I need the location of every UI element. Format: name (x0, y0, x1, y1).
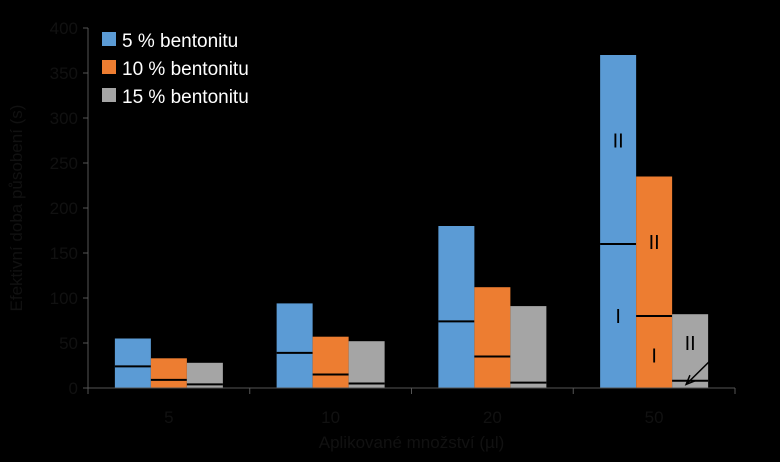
y-tick-label-200: 200 (50, 199, 78, 218)
bar-3-10 (348, 341, 385, 388)
annotation-1: II (613, 131, 624, 153)
bar-2-50 (636, 176, 673, 388)
bar-1-50 (600, 55, 637, 388)
y-tick-label-50: 50 (59, 334, 78, 353)
bar-1-5 (114, 338, 151, 388)
annotation-6: I (722, 338, 728, 360)
bar-2-20 (474, 287, 511, 388)
y-axis-title: Efektivní doba působení (s) (7, 105, 26, 312)
x-tick-label-20: 20 (483, 408, 502, 427)
bar-2-10 (312, 336, 349, 388)
legend: 5 % bentonitu 10 % bentonitu 15 % bentonit… (102, 31, 249, 108)
bar-1-20 (438, 226, 475, 388)
plot-area (114, 55, 709, 388)
x-axis-ticks: 5 10 20 50 (87, 388, 736, 427)
bar-2-5 (150, 358, 187, 388)
annotation-arrow-line (685, 351, 720, 385)
annotation-arrow-head (684, 374, 696, 386)
y-tick-label-250: 250 (50, 154, 78, 173)
x-tick-label-50: 50 (645, 408, 664, 427)
bar-1-10 (276, 303, 313, 388)
y-tick-label-350: 350 (50, 64, 78, 83)
annotation-4: I (651, 346, 657, 368)
x-tick-label-5: 5 (164, 408, 173, 427)
x-tick-label-10: 10 (321, 408, 340, 427)
x-axis-title: Aplikované množství (µl) (319, 433, 505, 452)
legend-label-1: 5 % bentonitu (122, 31, 238, 52)
y-tick-label-100: 100 (50, 289, 78, 308)
y-tick-label-300: 300 (50, 109, 78, 128)
y-tick-label-150: 150 (50, 244, 78, 263)
bar-3-20 (510, 306, 547, 388)
annotation-3: II (649, 232, 660, 254)
legend-swatch-1 (102, 32, 116, 46)
legend-swatch-3 (102, 88, 116, 102)
legend-label-2: 10 % bentonitu (122, 59, 249, 80)
y-tick-label-400: 400 (50, 19, 78, 38)
legend-swatch-2 (102, 60, 116, 74)
legend-label-3: 15 % bentonitu (122, 87, 249, 108)
annotation-2: I (615, 306, 621, 328)
y-tick-label-0: 0 (69, 379, 78, 398)
annotation-5: II (685, 333, 696, 355)
y-axis-ticks: 0 50 100 150 200 250 300 350 400 (50, 19, 88, 398)
